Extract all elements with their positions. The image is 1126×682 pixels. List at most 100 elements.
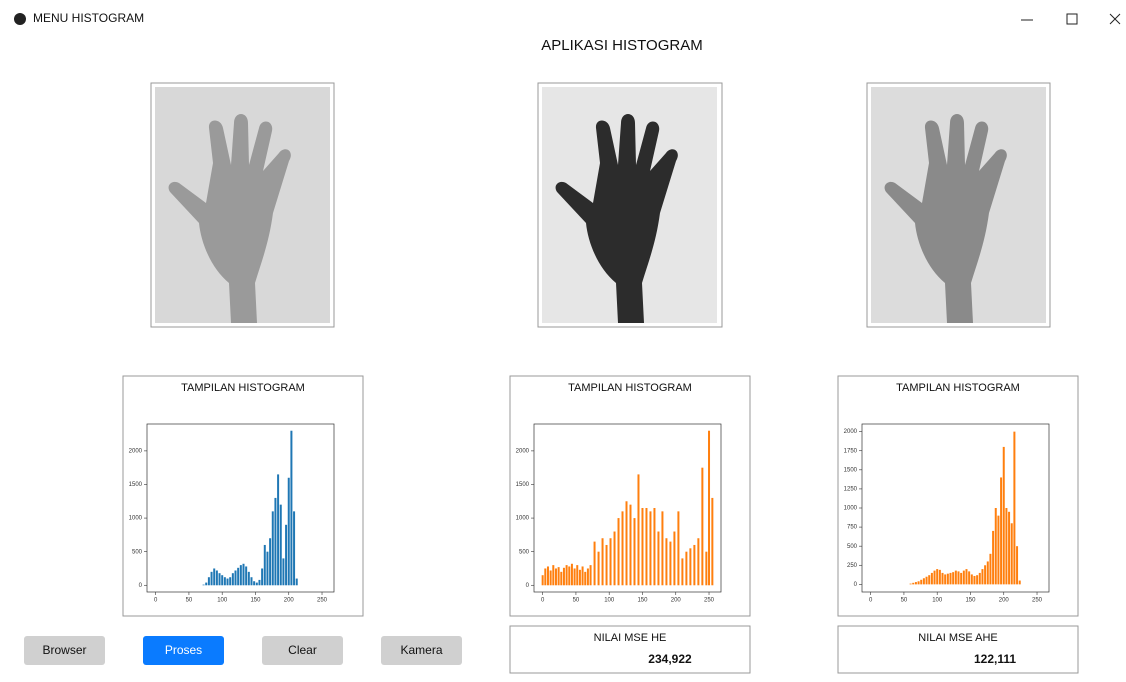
- histogram-bar: [288, 478, 290, 586]
- histogram-bar: [685, 552, 687, 586]
- histogram-bar: [208, 577, 210, 585]
- histogram-bar: [296, 579, 298, 586]
- histogram-bar: [576, 565, 578, 585]
- histogram-bar: [272, 511, 274, 585]
- histogram-bar: [689, 548, 691, 585]
- histogram-bar: [250, 577, 252, 585]
- histogram-bar: [235, 570, 237, 585]
- histogram-bar: [641, 508, 643, 585]
- x-tick-label: 200: [671, 598, 682, 604]
- window-title: MENU HISTOGRAM: [33, 11, 144, 25]
- maximize[interactable]: [1067, 14, 1077, 24]
- image-original: [151, 83, 334, 327]
- histogram-bar: [995, 508, 997, 584]
- histogram-bar: [915, 582, 917, 584]
- histogram-bar: [950, 573, 952, 584]
- histogram-bar: [264, 545, 266, 585]
- histogram-bar: [1011, 523, 1013, 584]
- button-label: Browser: [42, 643, 86, 657]
- histogram-bar: [923, 578, 925, 584]
- y-tick-label: 250: [847, 563, 858, 569]
- histogram-bar: [992, 531, 994, 584]
- histogram-bar: [558, 567, 560, 585]
- histogram-bar: [973, 576, 975, 584]
- histogram-bar: [701, 468, 703, 586]
- button[interactable]: Clear: [262, 636, 343, 665]
- x-tick-label: 200: [284, 598, 295, 604]
- y-tick-label: 500: [132, 549, 143, 555]
- x-tick-label: 150: [637, 598, 648, 604]
- x-tick-label: 100: [932, 598, 943, 604]
- x-tick-label: 250: [704, 598, 715, 604]
- histogram-bar: [571, 564, 573, 586]
- histogram-bar: [657, 532, 659, 586]
- x-tick-label: 100: [217, 598, 228, 604]
- histogram-bar: [1005, 508, 1007, 584]
- histogram-bar: [253, 581, 255, 585]
- button[interactable]: Browser: [24, 636, 105, 665]
- histogram-bar: [952, 572, 954, 584]
- y-tick-label: 2000: [129, 448, 143, 454]
- histogram-bar: [242, 564, 244, 586]
- x-tick-label: 250: [317, 598, 328, 604]
- histogram-bar: [944, 574, 946, 584]
- histogram-bar: [1016, 546, 1018, 584]
- histogram-bar: [248, 572, 250, 585]
- histogram-bar: [224, 577, 226, 585]
- mse-value: 234,922: [648, 652, 692, 666]
- histogram-bar: [221, 575, 223, 585]
- histogram-bar: [976, 575, 978, 584]
- button[interactable]: Kamera: [381, 636, 462, 665]
- chart-title: TAMPILAN HISTOGRAM: [181, 382, 305, 394]
- histogram-bar: [968, 571, 970, 584]
- histogram-bar: [203, 585, 205, 586]
- histogram-bar: [955, 571, 957, 585]
- mse-label: NILAI MSE AHE: [918, 632, 997, 644]
- y-tick-label: 750: [847, 525, 858, 531]
- histogram-bar: [971, 574, 973, 584]
- chart-title: TAMPILAN HISTOGRAM: [896, 382, 1020, 394]
- histogram-bar: [960, 573, 962, 584]
- histogram-bar: [587, 568, 589, 585]
- y-tick-label: 1500: [516, 482, 530, 488]
- histogram-bar: [574, 568, 576, 585]
- button[interactable]: Proses: [143, 636, 224, 665]
- histogram-bar: [629, 505, 631, 586]
- histogram-bar: [269, 538, 271, 585]
- histogram-bar: [1003, 447, 1005, 584]
- histogram-bar: [912, 583, 914, 585]
- histogram-bar: [910, 584, 912, 585]
- y-tick-label: 1000: [516, 516, 530, 522]
- histogram-bar: [653, 508, 655, 585]
- histogram-bar: [931, 573, 933, 584]
- close[interactable]: [1110, 14, 1120, 24]
- chart-title: TAMPILAN HISTOGRAM: [568, 382, 692, 394]
- histogram-bar: [677, 511, 679, 585]
- y-tick-label: 1500: [129, 482, 143, 488]
- histogram-bar: [610, 538, 612, 585]
- y-tick-label: 1000: [129, 516, 143, 522]
- histogram-bar: [926, 577, 928, 585]
- mse-value: 122,111: [974, 652, 1016, 666]
- histogram-bar: [711, 498, 713, 585]
- y-tick-label: 2000: [516, 448, 530, 454]
- histogram-bar: [240, 565, 242, 585]
- histogram-bar: [957, 571, 959, 584]
- histogram-bar: [965, 569, 967, 584]
- histogram-bar: [920, 580, 922, 585]
- histogram-bar: [555, 568, 557, 585]
- histogram-bar: [989, 554, 991, 585]
- histogram-bar: [939, 570, 941, 585]
- y-tick-label: 1750: [844, 448, 858, 454]
- histogram-bar: [693, 545, 695, 585]
- histogram-bar: [280, 505, 282, 586]
- histogram-bar: [594, 542, 596, 586]
- histogram-bar: [237, 568, 239, 585]
- histogram-bar: [598, 552, 600, 586]
- x-tick-label: 100: [604, 598, 615, 604]
- histogram-bar: [987, 561, 989, 584]
- histogram-bar: [566, 565, 568, 585]
- histogram-bar: [673, 532, 675, 586]
- histogram-bar: [216, 570, 218, 585]
- histogram-bar: [274, 498, 276, 585]
